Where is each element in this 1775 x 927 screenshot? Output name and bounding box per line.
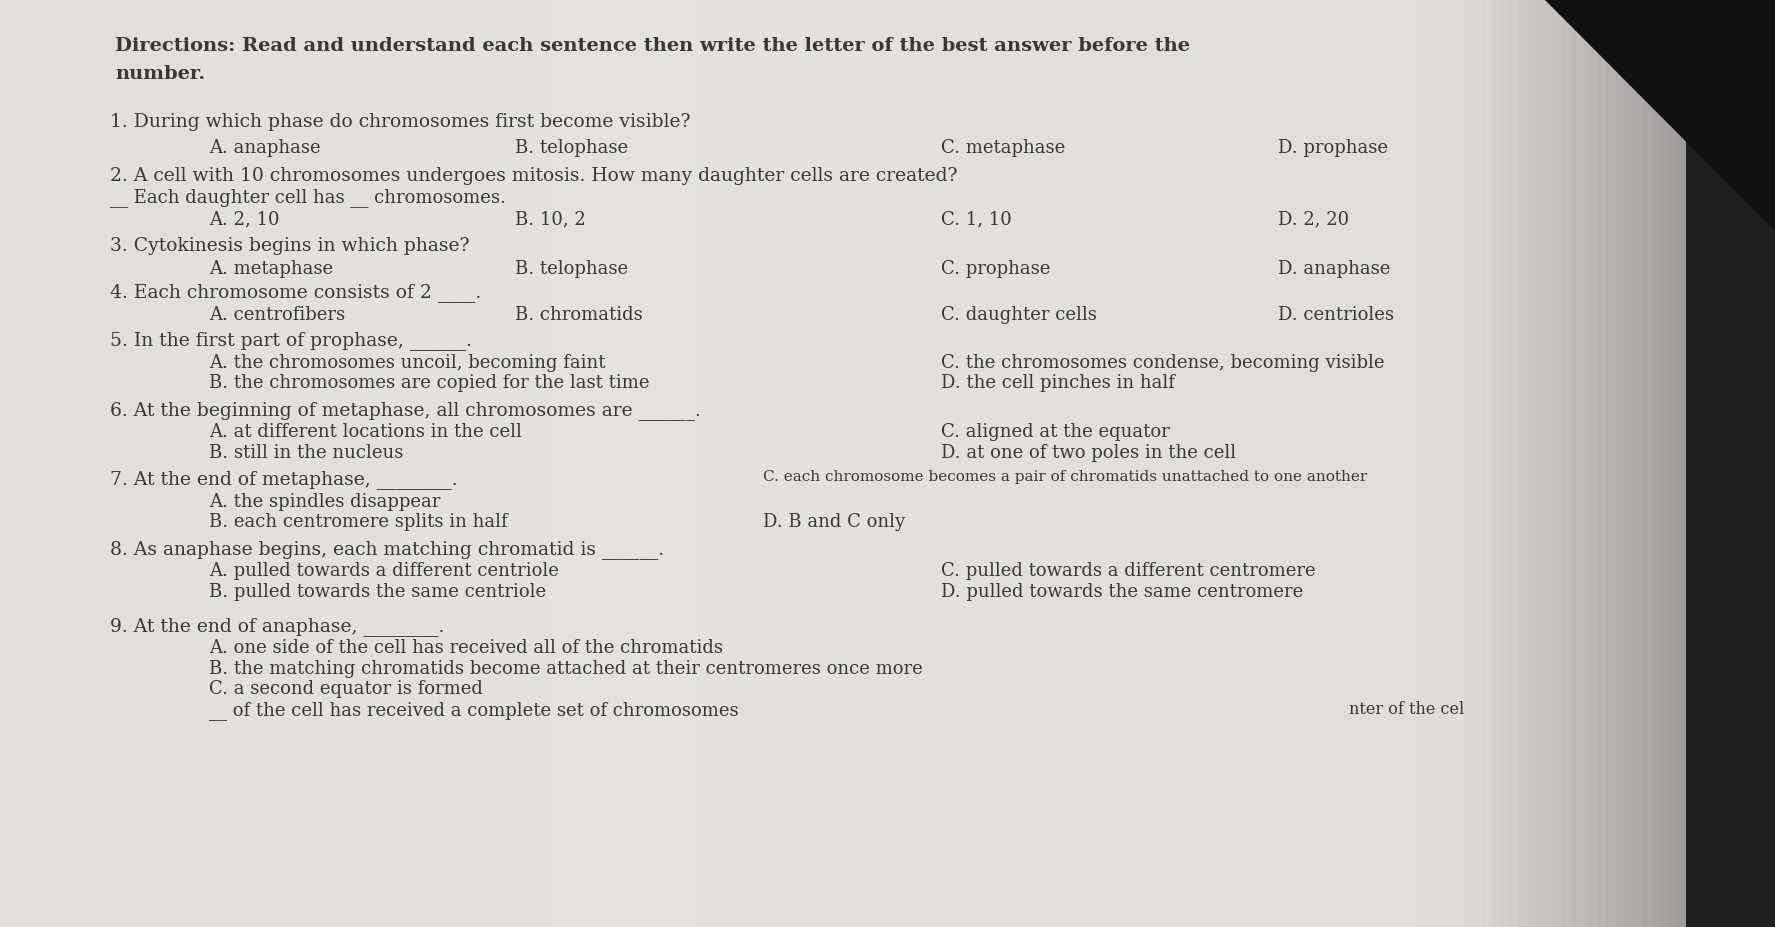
Text: D. the cell pinches in half: D. the cell pinches in half (941, 374, 1175, 391)
Polygon shape (1649, 0, 1775, 136)
Text: C. aligned at the equator: C. aligned at the equator (941, 423, 1170, 440)
Text: D. centrioles: D. centrioles (1278, 306, 1393, 324)
Text: __ Each daughter cell has __ chromosomes.: __ Each daughter cell has __ chromosomes… (110, 188, 506, 207)
Text: B. still in the nucleus: B. still in the nucleus (209, 443, 405, 461)
Text: 2. A cell with 10 chromosomes undergoes mitosis. How many daughter cells are cre: 2. A cell with 10 chromosomes undergoes … (110, 167, 957, 184)
Text: C. the chromosomes condense, becoming visible: C. the chromosomes condense, becoming vi… (941, 353, 1384, 371)
Text: C. pulled towards a different centromere: C. pulled towards a different centromere (941, 562, 1315, 579)
Polygon shape (1653, 0, 1775, 142)
Text: D. 2, 20: D. 2, 20 (1278, 210, 1349, 228)
Text: __ of the cell has received a complete set of chromosomes: __ of the cell has received a complete s… (209, 700, 738, 718)
Text: D. B and C only: D. B and C only (763, 513, 905, 530)
Text: A. 2, 10: A. 2, 10 (209, 210, 280, 228)
Polygon shape (1681, 0, 1775, 179)
Text: 5. In the first part of prophase, ______.: 5. In the first part of prophase, ______… (110, 331, 472, 349)
Text: 9. At the end of anaphase, ________.: 9. At the end of anaphase, ________. (110, 616, 444, 635)
Text: number.: number. (115, 65, 206, 83)
Polygon shape (1610, 0, 1775, 86)
Polygon shape (1606, 0, 1775, 81)
Text: A. metaphase: A. metaphase (209, 260, 334, 277)
Text: D. prophase: D. prophase (1278, 139, 1388, 157)
Text: 4. Each chromosome consists of 2 ____.: 4. Each chromosome consists of 2 ____. (110, 283, 481, 301)
Polygon shape (1601, 0, 1775, 74)
Text: 8. As anaphase begins, each matching chromatid is ______.: 8. As anaphase begins, each matching chr… (110, 540, 664, 558)
Polygon shape (1638, 0, 1775, 123)
Polygon shape (1672, 0, 1775, 167)
Text: D. pulled towards the same centromere: D. pulled towards the same centromere (941, 582, 1303, 600)
Polygon shape (1667, 0, 1775, 160)
Text: B. telophase: B. telophase (515, 139, 628, 157)
Text: A. the spindles disappear: A. the spindles disappear (209, 492, 440, 510)
Text: A. anaphase: A. anaphase (209, 139, 321, 157)
Polygon shape (1658, 0, 1775, 148)
Text: C. each chromosome becomes a pair of chromatids unattached to one another: C. each chromosome becomes a pair of chr… (763, 470, 1367, 484)
Text: C. a second equator is formed: C. a second equator is formed (209, 679, 483, 697)
Text: B. telophase: B. telophase (515, 260, 628, 277)
Text: Directions: Read and understand each sentence then write the letter of the best : Directions: Read and understand each sen… (115, 37, 1191, 55)
Text: D. at one of two poles in the cell: D. at one of two poles in the cell (941, 443, 1235, 461)
Text: 1. During which phase do chromosomes first become visible?: 1. During which phase do chromosomes fir… (110, 113, 690, 131)
Polygon shape (1615, 0, 1775, 93)
Polygon shape (1644, 0, 1775, 130)
Text: B. 10, 2: B. 10, 2 (515, 210, 586, 228)
Text: B. the chromosomes are copied for the last time: B. the chromosomes are copied for the la… (209, 374, 650, 391)
Text: B. the matching chromatids become attached at their centromeres once more: B. the matching chromatids become attach… (209, 659, 923, 677)
Text: 6. At the beginning of metaphase, all chromosomes are ______.: 6. At the beginning of metaphase, all ch… (110, 400, 701, 419)
Text: C. prophase: C. prophase (941, 260, 1051, 277)
Text: C. metaphase: C. metaphase (941, 139, 1065, 157)
Text: 7. At the end of metaphase, ________.: 7. At the end of metaphase, ________. (110, 470, 458, 489)
Polygon shape (1663, 0, 1775, 155)
Polygon shape (1621, 0, 1775, 99)
Text: A. one side of the cell has received all of the chromatids: A. one side of the cell has received all… (209, 639, 724, 656)
Text: A. pulled towards a different centriole: A. pulled towards a different centriole (209, 562, 559, 579)
Text: B. chromatids: B. chromatids (515, 306, 643, 324)
Polygon shape (1677, 0, 1775, 173)
Polygon shape (1624, 0, 1775, 105)
Text: 3. Cytokinesis begins in which phase?: 3. Cytokinesis begins in which phase? (110, 236, 470, 254)
Text: nter of the cel: nter of the cel (1349, 700, 1464, 717)
Text: C. 1, 10: C. 1, 10 (941, 210, 1012, 228)
Text: A. centrofibers: A. centrofibers (209, 306, 346, 324)
Polygon shape (1635, 0, 1775, 118)
Text: B. pulled towards the same centriole: B. pulled towards the same centriole (209, 582, 547, 600)
Polygon shape (1544, 0, 1775, 232)
Text: C. daughter cells: C. daughter cells (941, 306, 1097, 324)
Text: D. anaphase: D. anaphase (1278, 260, 1390, 277)
Text: A. at different locations in the cell: A. at different locations in the cell (209, 423, 522, 440)
Text: B. each centromere splits in half: B. each centromere splits in half (209, 513, 508, 530)
Text: A. the chromosomes uncoil, becoming faint: A. the chromosomes uncoil, becoming fain… (209, 353, 605, 371)
Polygon shape (1629, 0, 1775, 111)
